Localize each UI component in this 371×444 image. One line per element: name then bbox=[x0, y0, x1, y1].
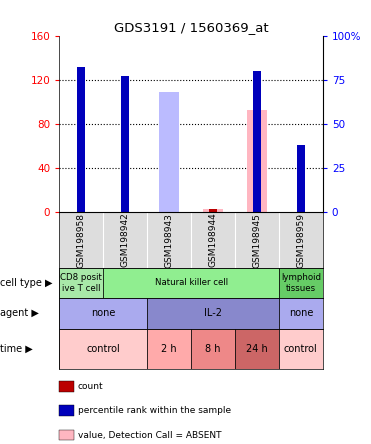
Text: cell type ▶: cell type ▶ bbox=[0, 278, 53, 288]
Bar bbox=[279, 268, 323, 298]
Bar bbox=[279, 298, 323, 329]
Text: time ▶: time ▶ bbox=[0, 344, 33, 353]
Bar bbox=[59, 329, 147, 369]
Title: GDS3191 / 1560369_at: GDS3191 / 1560369_at bbox=[114, 21, 268, 34]
Bar bbox=[59, 268, 103, 298]
Bar bbox=[279, 329, 323, 369]
Text: GSM198944: GSM198944 bbox=[209, 213, 217, 267]
Bar bbox=[121, 76, 129, 212]
Bar bbox=[78, 67, 85, 212]
Text: Natural killer cell: Natural killer cell bbox=[154, 278, 228, 287]
Text: GSM198945: GSM198945 bbox=[252, 213, 262, 268]
Text: 8 h: 8 h bbox=[205, 344, 221, 353]
Text: agent ▶: agent ▶ bbox=[0, 308, 39, 318]
Bar bbox=[159, 133, 179, 212]
Text: value, Detection Call = ABSENT: value, Detection Call = ABSENT bbox=[78, 431, 221, 440]
Text: 24 h: 24 h bbox=[246, 344, 268, 353]
Bar bbox=[297, 145, 305, 212]
Text: GSM198942: GSM198942 bbox=[121, 213, 130, 267]
Bar bbox=[147, 329, 191, 369]
Bar bbox=[297, 160, 305, 212]
Bar bbox=[147, 298, 279, 329]
Text: GSM198959: GSM198959 bbox=[296, 213, 305, 268]
Text: CD8 posit
ive T cell: CD8 posit ive T cell bbox=[60, 273, 102, 293]
Bar bbox=[78, 78, 85, 212]
Bar bbox=[121, 107, 129, 212]
Text: control: control bbox=[86, 344, 120, 353]
Text: none: none bbox=[289, 308, 313, 318]
Bar bbox=[247, 110, 267, 212]
Bar bbox=[59, 298, 147, 329]
Bar bbox=[103, 268, 279, 298]
Text: count: count bbox=[78, 382, 104, 391]
Bar bbox=[235, 329, 279, 369]
Text: GSM198943: GSM198943 bbox=[165, 213, 174, 268]
Text: percentile rank within the sample: percentile rank within the sample bbox=[78, 406, 231, 415]
Bar bbox=[253, 71, 261, 212]
Bar bbox=[191, 329, 235, 369]
Text: IL-2: IL-2 bbox=[204, 308, 222, 318]
Text: lymphoid
tissues: lymphoid tissues bbox=[281, 273, 321, 293]
Text: none: none bbox=[91, 308, 115, 318]
Bar bbox=[203, 209, 223, 212]
Bar bbox=[209, 209, 217, 212]
Bar bbox=[159, 92, 179, 212]
Text: 2 h: 2 h bbox=[161, 344, 177, 353]
Text: control: control bbox=[284, 344, 318, 353]
Text: GSM198958: GSM198958 bbox=[77, 213, 86, 268]
